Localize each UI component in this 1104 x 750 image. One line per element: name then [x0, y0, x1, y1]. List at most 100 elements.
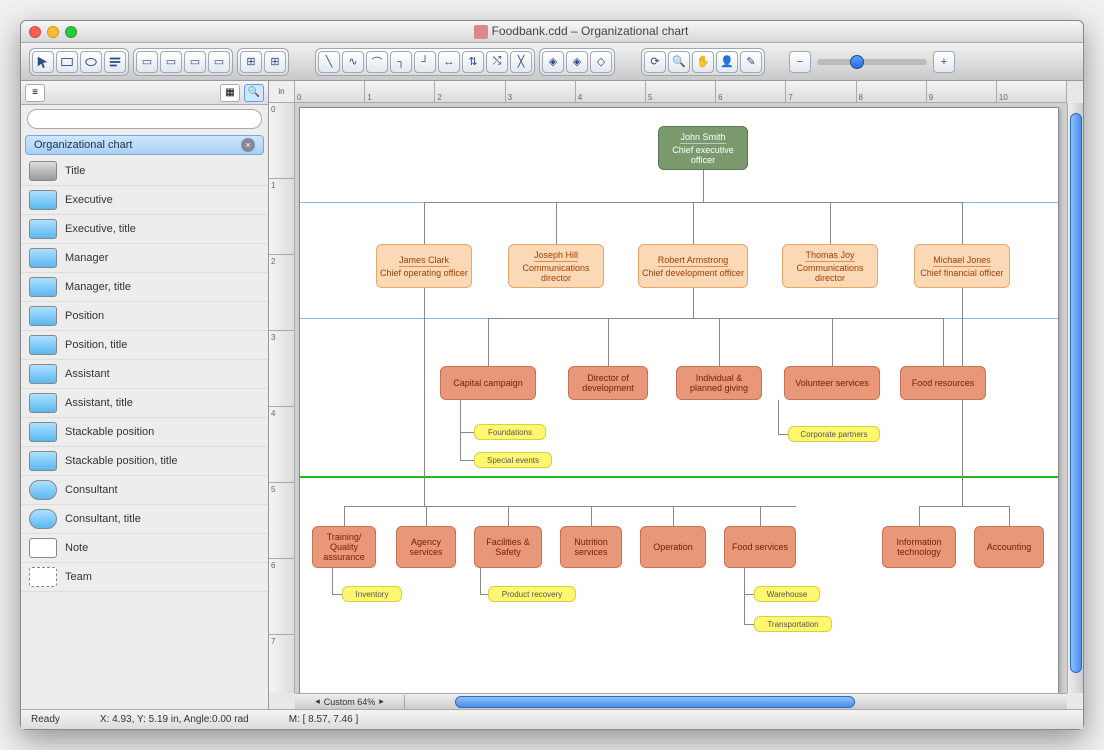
org-node-foodsvc[interactable]: Food services — [724, 526, 796, 568]
conn-tool-2[interactable]: ┘ — [414, 51, 436, 73]
minimize-icon[interactable] — [47, 26, 59, 38]
org-node-cap[interactable]: Capital campaign — [440, 366, 536, 400]
stencil-item[interactable]: Title — [21, 157, 268, 186]
stencil-item[interactable]: Assistant — [21, 360, 268, 389]
pointer-tool[interactable] — [32, 51, 54, 73]
curve-tool[interactable]: ∿ — [342, 51, 364, 73]
connector-line — [693, 288, 694, 318]
org-node-vol[interactable]: Volunteer services — [784, 366, 880, 400]
refresh-tool[interactable]: ⟳ — [644, 51, 666, 73]
layout-tool-2[interactable]: ◈ — [566, 51, 588, 73]
org-node-cdev[interactable]: Robert ArmstrongChief development office… — [638, 244, 748, 288]
org-node-comm[interactable]: Joseph HillCommunications director — [508, 244, 604, 288]
category-close-icon[interactable]: × — [241, 138, 255, 152]
org-node-foodres[interactable]: Food resources — [900, 366, 986, 400]
page[interactable]: John SmithChief executive officer James C… — [299, 107, 1059, 693]
stencil-item[interactable]: Assistant, title — [21, 389, 268, 418]
zoom-slider[interactable] — [817, 59, 927, 65]
tab-outline-icon[interactable]: ≡ — [25, 84, 45, 102]
tree-tool-1[interactable]: ⊞ — [240, 51, 262, 73]
stencil-item[interactable]: Consultant — [21, 476, 268, 505]
text-tool[interactable] — [104, 51, 126, 73]
category-header[interactable]: Organizational chart × — [25, 135, 264, 155]
stencil-item[interactable]: Position, title — [21, 331, 268, 360]
conn-tool-5[interactable]: ⤭ — [486, 51, 508, 73]
sidebar: ≡ ▦ 🔍 🔍 Organizational chart × TitleExec… — [21, 81, 269, 709]
org-node-agsvc[interactable]: Agency services — [396, 526, 456, 568]
stencil-item[interactable]: Executive — [21, 186, 268, 215]
stencil-list: TitleExecutiveExecutive, title Manager Man… — [21, 157, 268, 709]
rect-tool[interactable] — [56, 51, 78, 73]
connector-line — [332, 594, 342, 595]
ellipse-tool[interactable] — [80, 51, 102, 73]
stencil-item[interactable]: Consultant, title — [21, 505, 268, 534]
stencil-item[interactable]: Stackable position — [21, 418, 268, 447]
org-node-nutsvc[interactable]: Nutrition services — [560, 526, 622, 568]
edit-tool[interactable]: ✎ — [740, 51, 762, 73]
org-node-spev[interactable]: Special events — [474, 452, 552, 468]
hand-tool[interactable]: ✋ — [692, 51, 714, 73]
zoom-out-button[interactable]: − — [789, 51, 811, 73]
line-tool[interactable]: ╲ — [318, 51, 340, 73]
stencil-item[interactable]: Stackable position, title — [21, 447, 268, 476]
org-node-comm2[interactable]: Thomas JoyCommunications director — [782, 244, 878, 288]
conn-tool-1[interactable]: ┐ — [390, 51, 412, 73]
stencil-item[interactable]: Manager — [21, 244, 268, 273]
stencil-swatch-icon — [29, 161, 57, 181]
stencil-label: Manager — [65, 252, 108, 264]
conn-tool-4[interactable]: ⇅ — [462, 51, 484, 73]
org-node-dirdev[interactable]: Director of development — [568, 366, 648, 400]
org-node-indpg[interactable]: Individual & planned giving — [676, 366, 762, 400]
org-tool-3[interactable]: ▭ — [184, 51, 206, 73]
stencil-item[interactable]: Executive, title — [21, 215, 268, 244]
connector-line — [919, 506, 920, 526]
canvas-viewport[interactable]: John SmithChief executive officer James C… — [295, 103, 1067, 693]
maximize-icon[interactable] — [65, 26, 77, 38]
layout-tool-3[interactable]: ◇ — [590, 51, 612, 73]
stencil-item[interactable]: Team — [21, 563, 268, 592]
tab-grid-icon[interactable]: ▦ — [220, 84, 240, 102]
org-node-wh[interactable]: Warehouse — [754, 586, 820, 602]
org-node-ceo[interactable]: John SmithChief executive officer — [658, 126, 748, 170]
conn-tool-3[interactable]: ↔ — [438, 51, 460, 73]
zoom-display[interactable]: ◂Custom 64%▸ — [295, 695, 405, 709]
scrollbar-v-thumb[interactable] — [1070, 113, 1082, 673]
org-node-coo[interactable]: James ClarkChief operating officer — [376, 244, 472, 288]
scrollbar-horizontal[interactable]: ◂Custom 64%▸ — [295, 693, 1067, 709]
tree-tool-2[interactable]: ⊞ — [264, 51, 286, 73]
stencil-label: Team — [65, 571, 92, 583]
stencil-item[interactable]: Note — [21, 534, 268, 563]
connector-line — [830, 202, 831, 244]
org-node-transp[interactable]: Transportation — [754, 616, 832, 632]
org-node-oper[interactable]: Operation — [640, 526, 706, 568]
arc-tool[interactable]: ⌒ — [366, 51, 388, 73]
org-node-corp[interactable]: Corporate partners — [788, 426, 880, 442]
org-node-prodrec[interactable]: Product recovery — [488, 586, 576, 602]
org-tool-1[interactable]: ▭ — [136, 51, 158, 73]
org-tool-2[interactable]: ▭ — [160, 51, 182, 73]
doc-icon — [474, 25, 488, 39]
org-node-acct[interactable]: Accounting — [974, 526, 1044, 568]
org-tool-4[interactable]: ▭ — [208, 51, 230, 73]
org-node-it[interactable]: Information technology — [882, 526, 956, 568]
layout-tool-1[interactable]: ◈ — [542, 51, 564, 73]
search-input[interactable] — [27, 109, 262, 129]
org-node-inv[interactable]: Inventory — [342, 586, 402, 602]
stencil-item[interactable]: Position — [21, 302, 268, 331]
org-node-found[interactable]: Foundations — [474, 424, 546, 440]
scrollbar-h-thumb[interactable] — [455, 696, 855, 708]
tab-search-icon[interactable]: 🔍 — [244, 84, 264, 102]
user-tool[interactable]: 👤 — [716, 51, 738, 73]
stencil-swatch-icon — [29, 190, 57, 210]
org-node-cfo[interactable]: Michael JonesChief financial officer — [914, 244, 1010, 288]
zoom-tool[interactable]: 🔍 — [668, 51, 690, 73]
close-icon[interactable] — [29, 26, 41, 38]
zoom-in-button[interactable]: + — [933, 51, 955, 73]
conn-tool-6[interactable]: ╳ — [510, 51, 532, 73]
titlebar[interactable]: Foodbank.cdd – Organizational chart — [21, 21, 1083, 43]
scrollbar-vertical[interactable] — [1067, 103, 1083, 693]
stencil-item[interactable]: Manager, title — [21, 273, 268, 302]
zoom-slider-thumb[interactable] — [850, 55, 864, 69]
org-node-trqa[interactable]: Training/ Quality assurance — [312, 526, 376, 568]
org-node-facs[interactable]: Facilities & Safety — [474, 526, 542, 568]
